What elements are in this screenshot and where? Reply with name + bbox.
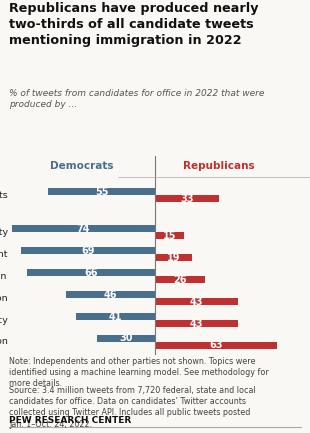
- Text: Immigration: Immigration: [0, 337, 8, 346]
- Bar: [155, 342, 277, 349]
- Bar: [155, 195, 219, 202]
- Text: 69: 69: [82, 246, 95, 256]
- Text: 19: 19: [167, 253, 180, 263]
- Bar: [12, 226, 155, 233]
- Text: Climate & environment: Climate & environment: [0, 250, 8, 259]
- Text: Note: Independents and other parties not shown. Topics were
identified using a m: Note: Independents and other parties not…: [9, 357, 269, 388]
- Text: 55: 55: [95, 187, 108, 197]
- Text: Republicans have produced nearly
two-thirds of all candidate tweets
mentioning i: Republicans have produced nearly two-thi…: [9, 2, 259, 47]
- Text: 30: 30: [119, 333, 133, 343]
- Text: Taxation: Taxation: [0, 294, 8, 303]
- Text: 63: 63: [209, 340, 223, 350]
- Text: 43: 43: [190, 319, 203, 329]
- Bar: [155, 320, 238, 327]
- Text: 66: 66: [84, 268, 98, 278]
- Bar: [97, 335, 155, 342]
- Text: LGBTQ+ issues & identity: LGBTQ+ issues & identity: [0, 228, 8, 237]
- Text: Republicans: Republicans: [183, 161, 255, 171]
- Text: 74: 74: [77, 224, 90, 234]
- Text: % of tweets from candidates for office in 2022 that were
produced by ...: % of tweets from candidates for office i…: [9, 89, 265, 109]
- Text: 41: 41: [108, 311, 122, 322]
- Text: 46: 46: [104, 290, 117, 300]
- Bar: [155, 276, 205, 283]
- Bar: [66, 291, 155, 298]
- Bar: [48, 188, 155, 195]
- Text: 15: 15: [163, 231, 176, 241]
- Text: Abortion: Abortion: [0, 272, 8, 281]
- Text: PEW RESEARCH CENTER: PEW RESEARCH CENTER: [9, 416, 131, 425]
- Text: 33: 33: [180, 194, 194, 204]
- Bar: [21, 247, 155, 254]
- Text: Source: 3.4 million tweets from 7,720 federal, state and local
candidates for of: Source: 3.4 million tweets from 7,720 fe…: [9, 386, 256, 429]
- Text: Democrats: Democrats: [50, 161, 113, 171]
- Text: All tweets: All tweets: [0, 191, 8, 200]
- Bar: [155, 233, 184, 239]
- Text: 26: 26: [173, 275, 187, 285]
- Text: 43: 43: [190, 297, 203, 307]
- Bar: [155, 298, 238, 305]
- Bar: [155, 254, 192, 262]
- Text: Foreign policy: Foreign policy: [0, 316, 8, 325]
- Bar: [27, 269, 155, 276]
- Bar: [76, 313, 155, 320]
